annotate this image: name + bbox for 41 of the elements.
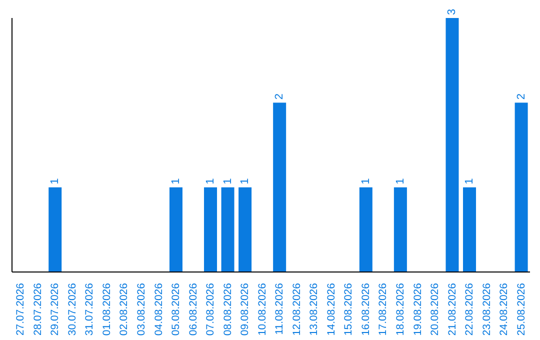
x-tick-label: 20.08.2026 [429, 282, 442, 336]
x-tick-label: 03.08.2026 [136, 282, 148, 336]
x-tick-label: 01.08.2026 [100, 282, 113, 336]
x-tick-label: 04.08.2026 [152, 282, 165, 336]
x-tick-label: 27.07.2026 [14, 282, 27, 336]
x-tick-label: 21.08.2026 [446, 282, 458, 336]
data-label: 1 [464, 178, 476, 184]
data-label: 1 [49, 178, 62, 184]
data-label: 1 [394, 178, 406, 184]
data-label: 1 [204, 178, 217, 184]
data-label: 2 [515, 94, 528, 100]
x-tick-label: 29.07.2026 [49, 282, 62, 336]
data-label: 2 [274, 94, 286, 100]
x-tick-label: 02.08.2026 [118, 282, 130, 336]
x-tick-label: 07.08.2026 [204, 282, 217, 336]
x-tick-label: 31.07.2026 [84, 282, 96, 336]
x-tick-label: 22.08.2026 [464, 282, 476, 336]
data-label: 1 [360, 178, 372, 184]
x-tick-label: 30.07.2026 [66, 282, 78, 336]
x-tick-label: 19.08.2026 [412, 282, 424, 336]
x-tick-label: 09.08.2026 [239, 282, 252, 336]
x-tick-label: 13.08.2026 [308, 282, 320, 336]
x-tick-label: 16.08.2026 [360, 282, 372, 336]
x-tick-label: 14.08.2026 [325, 282, 338, 336]
x-tick-label: 24.08.2026 [498, 282, 510, 336]
x-tick-label: 11.08.2026 [274, 282, 286, 335]
data-label: 1 [222, 178, 234, 184]
data-label: 1 [239, 178, 252, 184]
x-tick-label: 28.07.2026 [32, 282, 44, 336]
x-tick-label: 12.08.2026 [290, 282, 303, 336]
data-label: 1 [170, 178, 182, 184]
x-tick-label: 10.08.2026 [256, 282, 268, 336]
x-tick-label: 05.08.2026 [170, 282, 182, 336]
data-label: 3 [446, 8, 458, 15]
x-tick-label: 17.08.2026 [377, 282, 390, 336]
x-tick-label: 23.08.2026 [480, 282, 493, 336]
x-tick-label: 25.08.2026 [515, 282, 528, 336]
x-tick-label: 08.08.2026 [222, 282, 234, 336]
x-tick-label: 18.08.2026 [394, 282, 406, 336]
x-tick-label: 06.08.2026 [187, 282, 200, 336]
x-tick-label: 15.08.2026 [342, 282, 355, 336]
